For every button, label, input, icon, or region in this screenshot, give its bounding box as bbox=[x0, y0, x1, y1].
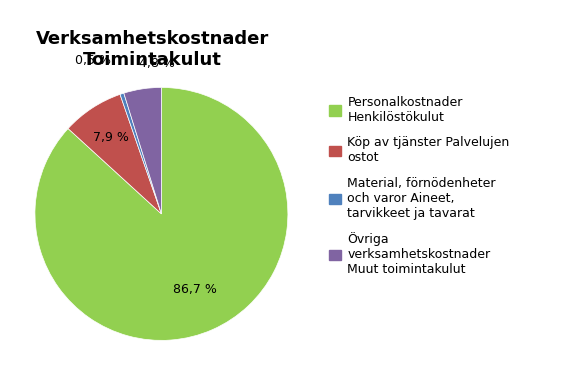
Text: Verksamhetskostnader
Toimintakulut: Verksamhetskostnader Toimintakulut bbox=[36, 30, 269, 68]
Wedge shape bbox=[124, 87, 161, 214]
Text: 86,7 %: 86,7 % bbox=[173, 283, 217, 296]
Wedge shape bbox=[120, 93, 161, 214]
Wedge shape bbox=[35, 87, 288, 340]
Wedge shape bbox=[68, 94, 161, 214]
Text: 0,5 %: 0,5 % bbox=[75, 54, 111, 67]
Text: 7,9 %: 7,9 % bbox=[93, 131, 129, 144]
Legend: Personalkostnader
Henkilöstökulut, Köp av tjänster Palvelujen
ostot, Material, f: Personalkostnader Henkilöstökulut, Köp a… bbox=[329, 96, 510, 276]
Text: 4,8 %: 4,8 % bbox=[139, 57, 174, 70]
